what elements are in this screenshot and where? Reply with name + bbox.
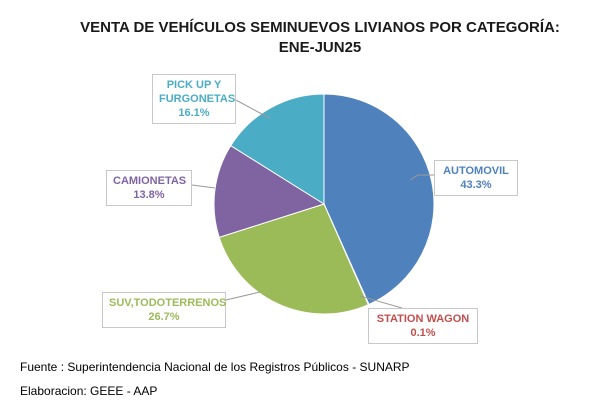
chart-subtitle: ENE-JUN25 [278,39,362,56]
footer-credit: Elaboracion: GEEE - AAP [20,384,158,398]
slice-camionetas [213,144,326,238]
slice-label-line-1: PICK UP Y [166,79,222,91]
slice-label: SUV,TODOTERRENOS [109,297,227,309]
slice-automovil [323,93,435,306]
slice-label: AUTOMOVIL [443,165,509,177]
slice-value-label: 26.7% [148,311,180,323]
callout-automovil: AUTOMOVIL 43.3% [434,160,518,196]
slice-value-label: 0.1% [410,327,436,339]
leader-line [409,174,434,181]
slice-pickup-furgonetas [230,93,325,205]
leader-line [235,99,271,119]
slice-label: CAMIONETAS [113,175,187,187]
footer-source: Fuente : Superintendencia Nacional de lo… [20,360,410,374]
leader-line [359,295,403,309]
slice-value-label: 13.8% [133,189,165,201]
leader-line [225,291,261,301]
callout-pickup-furgonetas: PICK UP Y FURGONETAS 16.1% [152,74,236,124]
leader-line [191,184,216,189]
callout-suv-todoterrenos: SUV,TODOTERRENOS 26.7% [102,292,226,328]
slice-value-label: 16.1% [178,107,210,119]
slice-value-label: 43.3% [460,179,492,191]
callout-camionetas: CAMIONETAS 13.8% [106,170,192,206]
callout-station-wagon: STATION WAGON 0.1% [368,308,478,344]
chart-title: VENTA DE VEHÍCULOS SEMINUEVOS LIVIANOS P… [80,19,560,36]
slice-label: STATION WAGON [376,313,470,325]
slice-suv-todoterrenos [218,203,369,315]
slice-label-line-2: FURGONETAS [159,93,236,105]
